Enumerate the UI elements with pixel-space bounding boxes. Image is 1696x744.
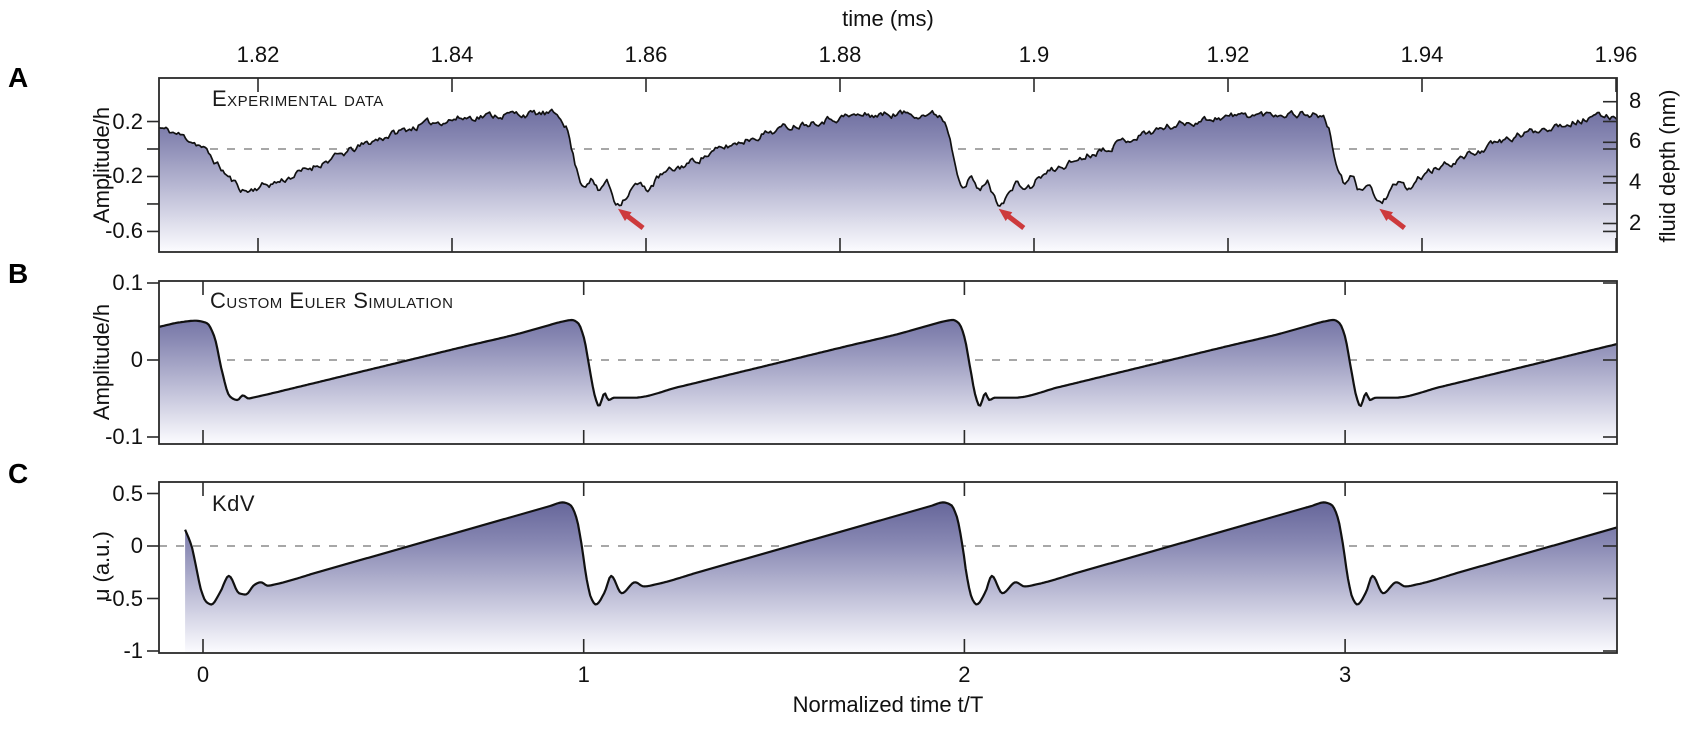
top-axis-tick-label: 1.96 xyxy=(1594,42,1638,67)
top-axis-tick-label: 1.88 xyxy=(818,42,862,67)
bottom-axis-title: Normalized time t/T xyxy=(792,692,984,717)
top-axis-tick-label: 1.92 xyxy=(1206,42,1250,67)
panel-a-ytick-label: 0.2 xyxy=(112,108,143,134)
panel-c-ytick-label: -1 xyxy=(123,638,143,663)
panel-c-ytick-label: 0.5 xyxy=(112,480,143,506)
annotation-arrow-head xyxy=(998,208,1013,222)
waveform-curve xyxy=(184,501,1618,606)
fluid-depth-tick-label: 2 xyxy=(1629,209,1642,235)
panel-c-chart xyxy=(147,481,1618,654)
right-axis-label: fluid depth (nm) xyxy=(1655,89,1680,243)
top-axis-tick-label: 1.82 xyxy=(236,42,280,67)
top-axis-title: time (ms) xyxy=(842,6,934,31)
top-axis-tick-label: 1.94 xyxy=(1400,42,1444,67)
fluid-depth-tick-label: 6 xyxy=(1629,128,1642,154)
waveform-curve xyxy=(158,108,1618,207)
bottom-axis-tick-label: 2 xyxy=(958,662,971,687)
waveform-area xyxy=(158,109,1617,253)
panel-a-ytick-label: -0.2 xyxy=(105,163,143,189)
annotation-arrow-head xyxy=(1379,208,1394,222)
panel-b-ytick-label: -0.1 xyxy=(105,424,143,449)
plot-border xyxy=(158,77,1618,253)
bottom-axis-tick-label: 0 xyxy=(196,662,210,687)
panel-letter-a: A xyxy=(8,62,29,93)
panel-a-chart xyxy=(147,77,1618,253)
panel-a-plot xyxy=(147,66,1629,264)
plot-border xyxy=(158,280,1618,445)
top-axis-tick-label: 1.86 xyxy=(624,42,668,67)
panel-c-ytick-label: 0 xyxy=(130,533,143,558)
plot-border xyxy=(158,481,1618,654)
annotation-arrow-shaft xyxy=(625,213,645,230)
annotation-arrow-shaft xyxy=(1386,213,1407,230)
panel-b-ytick-label: 0 xyxy=(130,347,143,372)
panel-c-title: KdV xyxy=(212,491,256,516)
fluid-depth-tick-label: 8 xyxy=(1629,87,1642,113)
panel-b-ytick-label: 0.1 xyxy=(112,270,143,295)
panel-c-plot xyxy=(147,470,1629,665)
fluid-depth-tick-label: 4 xyxy=(1629,168,1642,194)
panel-a-ytick-label: -0.6 xyxy=(105,218,143,244)
bottom-axis-tick-label: 3 xyxy=(1338,662,1352,687)
panel-b-plot xyxy=(147,269,1629,456)
panel-letter-b: B xyxy=(8,258,29,289)
annotation-arrow-head xyxy=(617,208,632,222)
panel-b-title: Custom Euler Simulation xyxy=(210,288,454,313)
panel-letter-c: C xyxy=(8,458,29,489)
bottom-axis-tick-label: 1 xyxy=(577,662,590,687)
panel-c-ylabel: u (a.u.) xyxy=(89,531,114,601)
waveform-area xyxy=(158,320,1617,444)
panel-b-chart xyxy=(147,280,1618,445)
top-axis-tick-label: 1.84 xyxy=(430,42,474,67)
panel-a-title: Experimental data xyxy=(212,86,384,111)
panel-c-ytick-label: -0.5 xyxy=(105,585,143,611)
top-axis-tick-label: 1.9 xyxy=(1018,42,1050,67)
annotation-arrow-shaft xyxy=(1005,213,1026,230)
waveform-curve xyxy=(158,318,1618,407)
waveform-area xyxy=(185,502,1617,653)
